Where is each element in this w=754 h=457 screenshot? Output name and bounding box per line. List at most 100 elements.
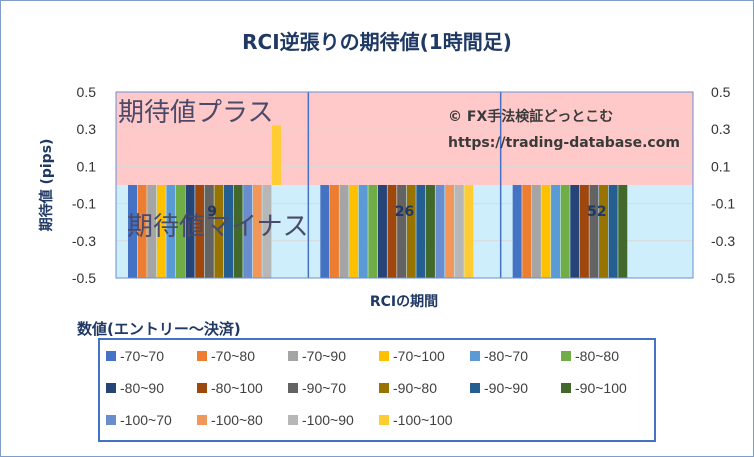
legend-label: -100~100 [393,412,453,428]
legend-label: -80~100 [211,380,263,396]
legend-label: -90~100 [575,380,627,396]
legend-swatch [106,415,116,425]
y-tick-label-right: -0.1 [711,196,735,212]
credit-url: https://trading-database.com [448,135,680,151]
bar [368,185,378,278]
minus-zone-label: 期待値マイナス [127,212,308,242]
bar [551,185,561,278]
bar [579,185,589,278]
legend-label: -90~80 [393,380,437,396]
legend-swatch [197,383,207,393]
legend-swatch [470,351,480,361]
legend: -70~70 -70~80 -70~90 -70~100 -80~70 -80~80 -80… [98,338,656,442]
bar [445,185,455,278]
bar [406,185,416,278]
legend-swatch [106,383,116,393]
legend-title: 数値(エントリー～決済) [77,320,241,338]
bar [166,185,176,278]
legend-item: -90~90 [470,380,561,396]
legend-swatch [288,351,298,361]
y-tick-label-right: -0.5 [711,270,735,286]
bar [128,185,137,278]
bar [464,185,474,278]
bar [156,185,166,278]
y-tick-label-right: 0.1 [711,158,731,174]
bar [570,185,580,278]
legend-swatch [197,351,207,361]
bar [416,185,426,278]
legend-item: -70~90 [288,348,379,364]
legend-swatch [561,351,571,361]
plus-zone-band [116,92,693,185]
legend-swatch [197,415,207,425]
legend-label: -70~80 [211,348,255,364]
bar [185,185,195,278]
legend-item: -100~90 [288,412,379,428]
legend-item: -100~100 [379,412,470,428]
bar [618,185,628,278]
bar [589,185,599,278]
legend-label: -100~90 [302,412,354,428]
legend-item: -80~90 [106,380,197,396]
legend-label: -70~90 [302,348,346,364]
bar [435,185,445,278]
bar [339,185,349,278]
legend-swatch [288,415,298,425]
bar [425,185,435,278]
x-axis-title: RCIの期間 [370,294,438,310]
legend-item: -90~80 [379,380,470,396]
bar [454,185,464,278]
bar [272,125,281,185]
legend-label: -80~90 [120,380,164,396]
legend-swatch [106,351,116,361]
bar [137,185,147,278]
legend-label: -70~70 [120,348,164,364]
legend-label: -70~100 [393,348,445,364]
y-tick-label-left: 0.5 [77,84,97,100]
legend-item: -100~70 [106,412,197,428]
bar [387,185,397,278]
chart-title: RCI逆張りの期待値(1時間足) [242,30,512,54]
bar [599,185,609,278]
legend-swatch [379,415,389,425]
category-label: 52 [587,204,606,220]
plot-area [115,91,694,279]
bar [204,185,214,278]
bar [397,185,407,278]
legend-label: -80~70 [484,348,528,364]
category-label: 9 [207,204,217,220]
bar [252,185,262,278]
y-tick-label-left: -0.5 [72,270,96,286]
legend-swatch [288,383,298,393]
legend-item: -80~80 [561,348,652,364]
bar [522,185,532,278]
bar [541,185,551,278]
legend-item: -70~100 [379,348,470,364]
legend-swatch [379,351,389,361]
legend-swatch [561,383,571,393]
legend-item: -90~70 [288,380,379,396]
legend-item: -80~70 [470,348,561,364]
legend-label: -90~70 [302,380,346,396]
legend-item: -70~80 [197,348,288,364]
bar [243,185,253,278]
legend-item: -70~70 [106,348,197,364]
bar [349,185,359,278]
bar [233,185,243,278]
legend-label: -90~90 [484,380,528,396]
bar [147,185,157,278]
category-label: 26 [395,204,414,220]
bar [608,185,618,278]
y-tick-label-right: -0.3 [711,233,735,249]
bar [214,185,224,278]
credit-label: © FX手法検証どっとこむ [448,108,613,125]
legend-swatch [470,383,480,393]
bar [358,185,368,278]
legend-item: -100~80 [197,412,288,428]
legend-label: -80~80 [575,348,619,364]
plus-zone-label: 期待値プラス [118,98,273,128]
y-tick-label-left: -0.1 [72,196,96,212]
bar [377,185,387,278]
